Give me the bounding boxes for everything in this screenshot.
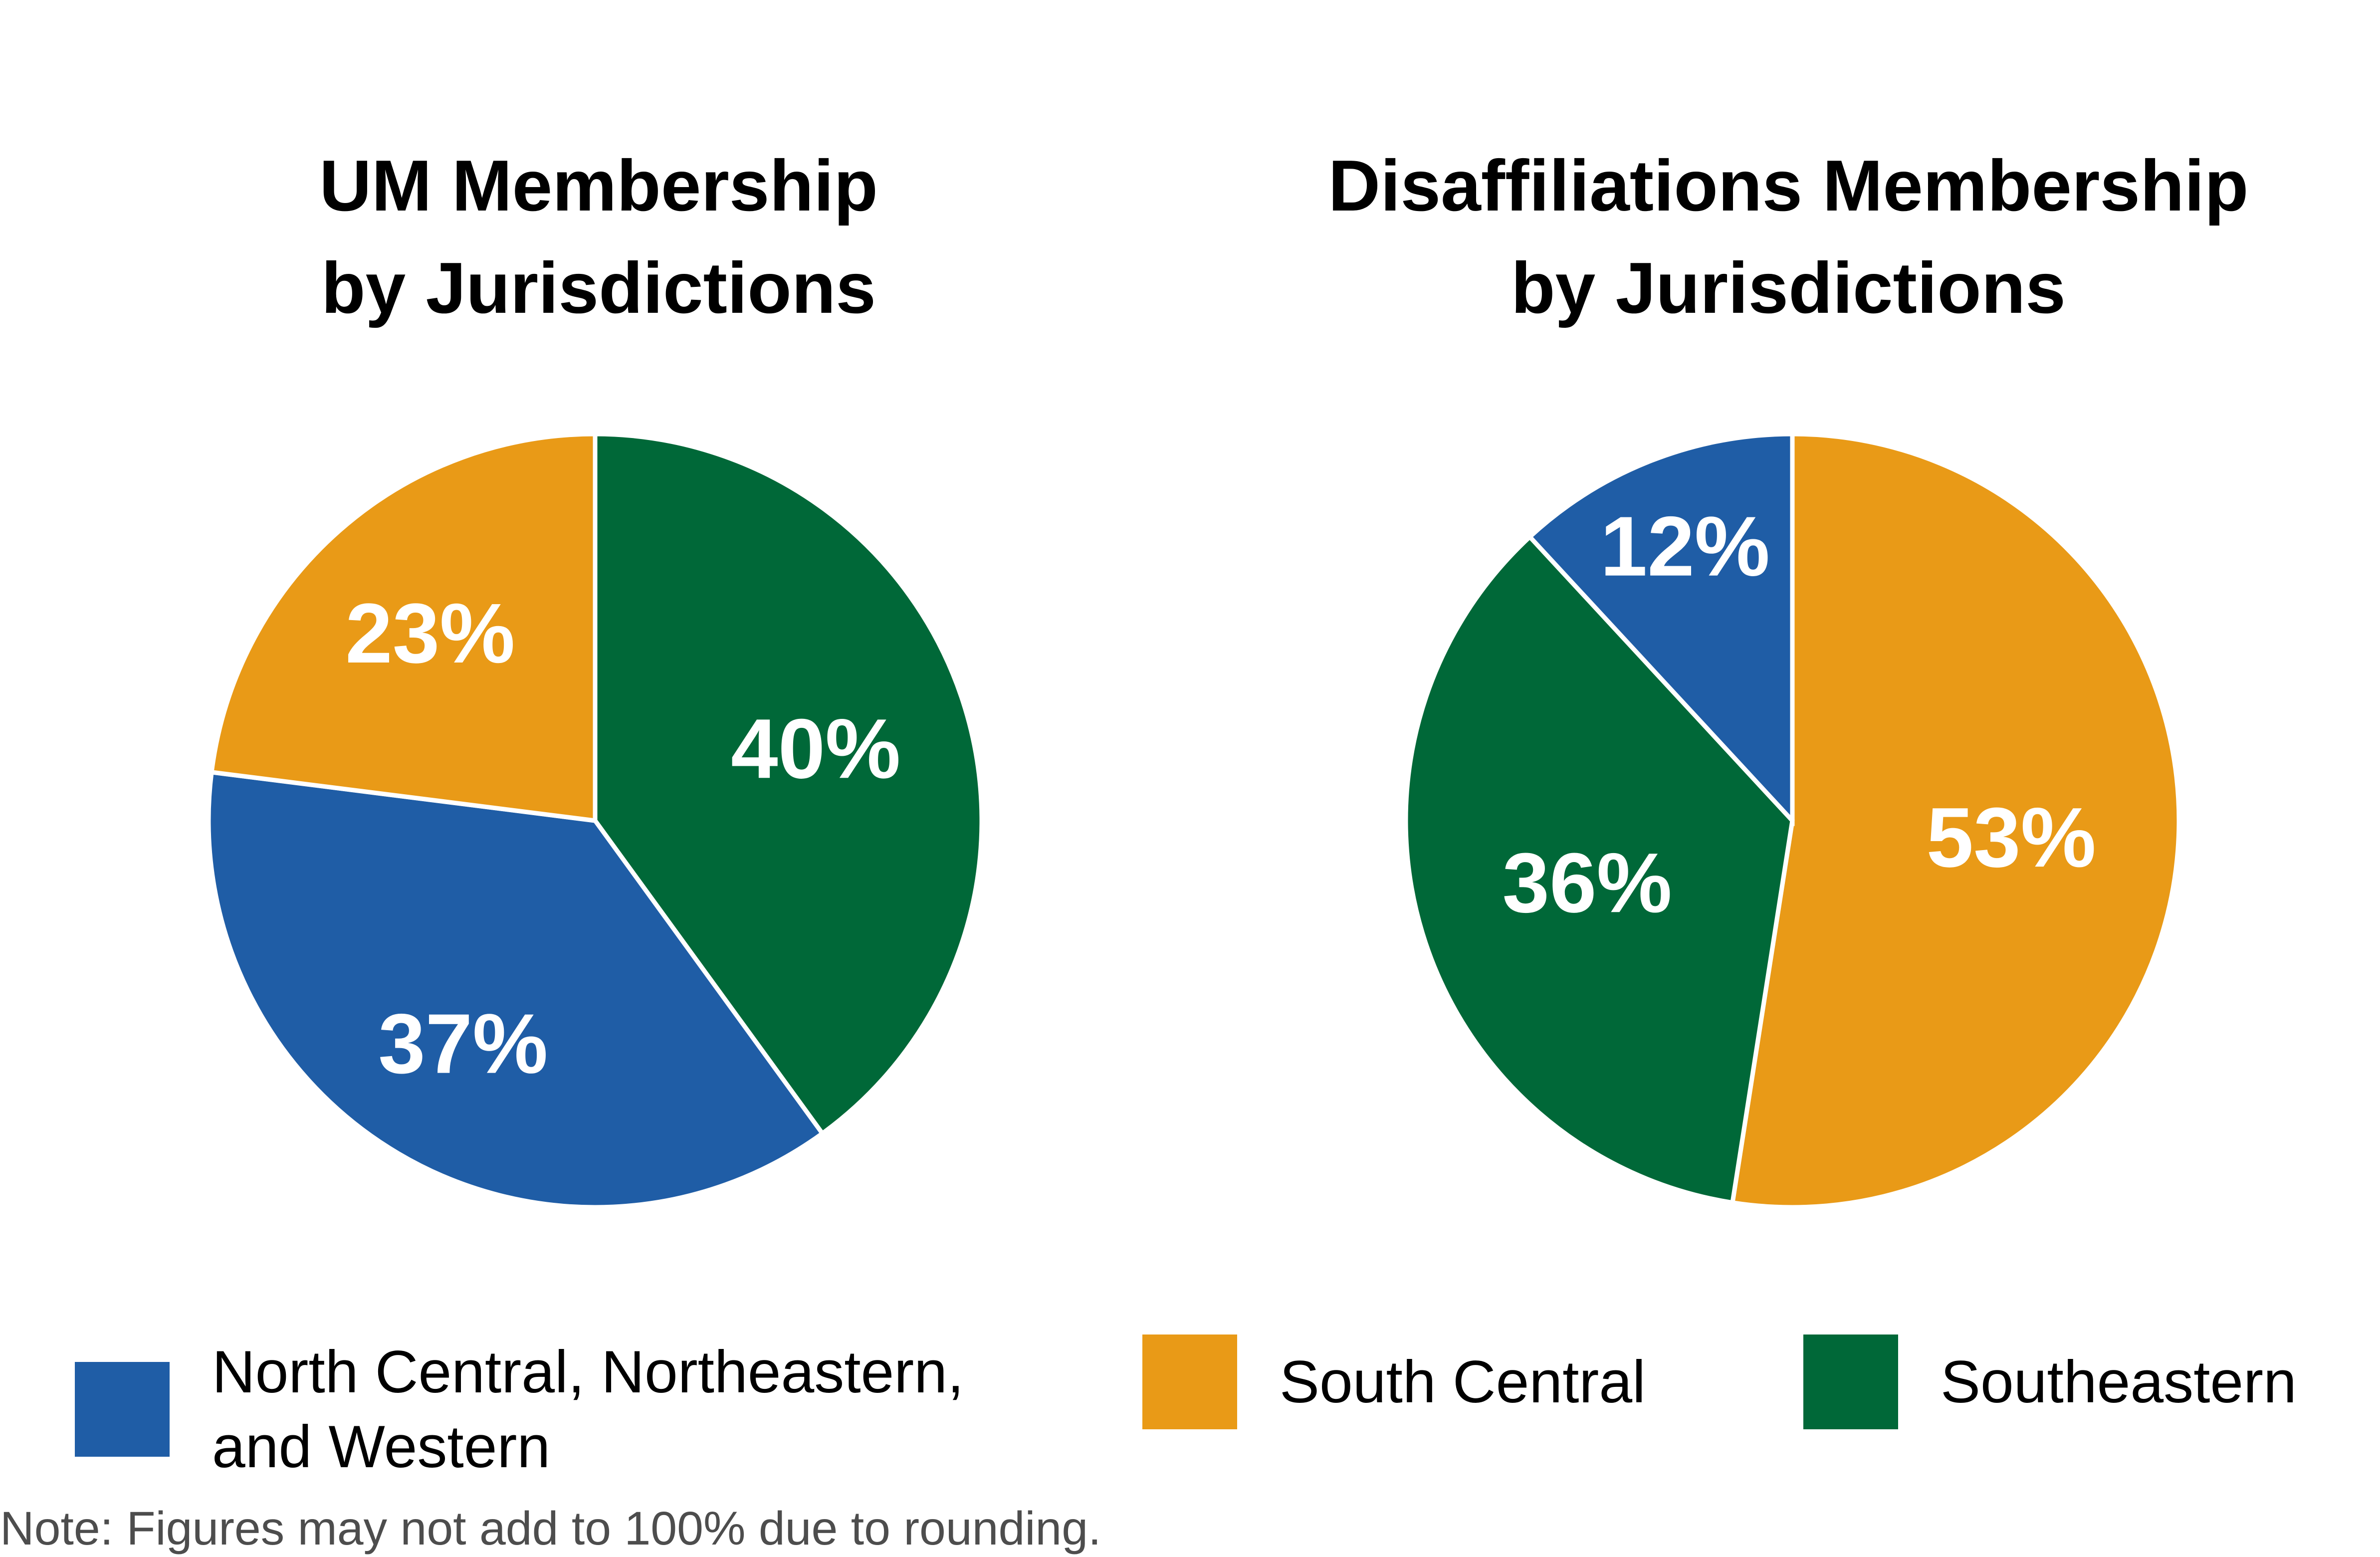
chart-title-disaffiliations: Disaffiliations Membership by Jurisdicti… [1328,145,2249,328]
legend-swatch-north-central [75,1362,170,1457]
legend-label-south-central: South Central [1280,1348,1646,1415]
legend-label-north-central: North Central, Northeastern, and Western [212,1338,964,1480]
pie-data-label: 53% [1927,790,2096,885]
pie-slice-southeastern [593,432,984,1137]
pie-data-label: 40% [731,701,900,796]
pie-um-membership: 40% 37% 23% [206,432,984,1210]
pie-slice-north-central-northeastern-and-western [1526,432,1795,827]
legend-swatch-south-central [1142,1335,1237,1429]
pie-data-label: 36% [1503,836,1672,930]
pie-slice-south-central [1730,432,2181,1210]
pie-data-label: 12% [1600,499,1770,594]
legend-item-southeastern: Southeastern [1803,1335,2297,1429]
pie-slice-north-central-northeastern-and-western [206,769,826,1210]
legend-label-southeastern: Southeastern [1941,1348,2297,1415]
pie-data-label: 37% [378,997,548,1092]
pie-slice-southeastern [1403,533,1795,1205]
pie-slice-south-central [209,432,598,824]
legend-item-south-central: South Central [1142,1335,1646,1429]
legend-swatch-southeastern [1803,1335,1898,1429]
legend-item-north-central: North Central, Northeastern, and Western [75,1335,964,1484]
footnote: Note: Figures may not add to 100% due to… [0,1502,1101,1555]
pie-disaffiliations: 53% 36% 12% [1403,432,2181,1210]
chart-title-um-membership: UM Membership by Jurisdictions [319,145,878,328]
pie-data-label: 23% [345,586,515,681]
